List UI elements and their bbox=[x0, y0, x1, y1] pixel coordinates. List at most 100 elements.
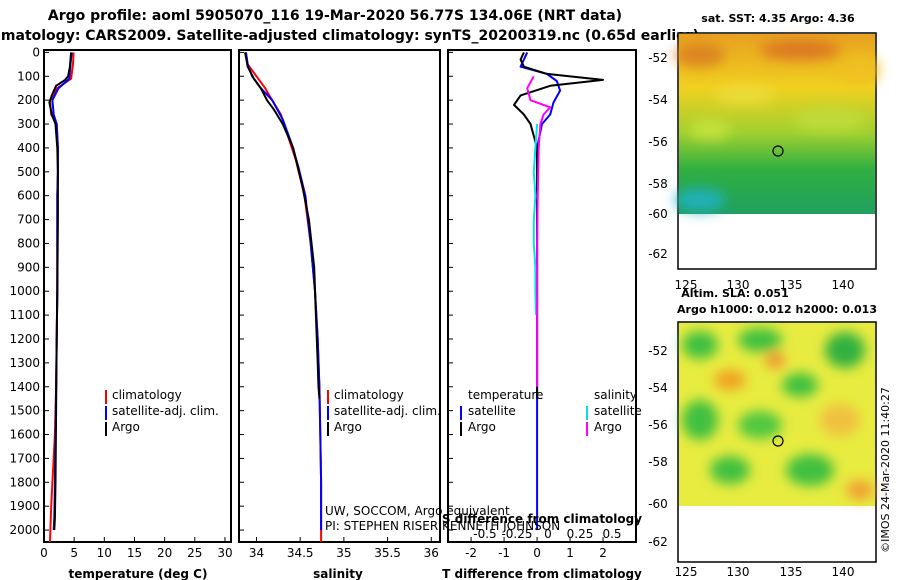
depth-tick-label: 1000 bbox=[9, 284, 40, 298]
difference-xtick-label: 0 bbox=[533, 546, 541, 560]
temperature-xtick-label: 0 bbox=[40, 546, 48, 560]
salinity-panel bbox=[238, 49, 441, 543]
legend-sal-argo-label: Argo bbox=[594, 420, 622, 434]
depth-tick-label: 300 bbox=[17, 117, 40, 131]
temperature-xtick-label: 15 bbox=[127, 546, 142, 560]
lon-tick: 130 bbox=[727, 565, 750, 579]
lat-tick: -60 bbox=[648, 497, 668, 511]
temperature-xtick-label: 10 bbox=[97, 546, 112, 560]
salinity-xtick-label: 34.5 bbox=[287, 546, 314, 560]
difference-line-temperature-argo bbox=[513, 51, 604, 399]
depth-tick-label: 400 bbox=[17, 141, 40, 155]
depth-tick-label: 1100 bbox=[9, 308, 40, 322]
legend-climatology-label: climatology bbox=[334, 388, 404, 402]
temperature-xtick-label: 25 bbox=[187, 546, 202, 560]
sst-map-lat-ticks: -52 -54 -56 -58 -60 -62 bbox=[648, 51, 668, 261]
difference-axis-label: T difference from climatology bbox=[442, 567, 642, 580]
lat-tick: -54 bbox=[648, 381, 668, 395]
credit-line1: UW, SOCCOM, Argo equivalent bbox=[325, 504, 510, 518]
salinity-axis-label: salinity bbox=[313, 567, 363, 580]
sla-map-lon-ticks: 125 130 135 140 bbox=[675, 565, 855, 579]
lon-tick: 125 bbox=[675, 278, 698, 292]
salinity-xtick-label: 35.5 bbox=[374, 546, 401, 560]
imos-watermark: ©IMOS 24-Mar-2020 11:40:27 bbox=[879, 387, 892, 553]
temperature-xtick-label: 5 bbox=[70, 546, 78, 560]
depth-tick-label: 2000 bbox=[9, 523, 40, 537]
depth-tick-label: 800 bbox=[17, 236, 40, 250]
lon-tick: 135 bbox=[780, 565, 803, 579]
salinity-xtick-label: 35 bbox=[336, 546, 351, 560]
legend-satellite-label: satellite-adj. clim. bbox=[334, 404, 441, 418]
lat-tick: -62 bbox=[648, 535, 668, 549]
sla-texture bbox=[682, 328, 874, 500]
s-tick: 0.5 bbox=[602, 527, 621, 541]
legend-argo-label: Argo bbox=[112, 420, 140, 434]
header-title-line2: Climatology: CARS2009. Satellite-adjuste… bbox=[0, 28, 699, 44]
depth-tick-label: 1400 bbox=[9, 380, 40, 394]
lat-tick: -52 bbox=[648, 344, 668, 358]
salinity-xtick-label: 36 bbox=[424, 546, 439, 560]
lat-tick: -60 bbox=[648, 207, 668, 221]
temperature-line-climatology bbox=[49, 52, 75, 543]
difference-line-salinity-satellite bbox=[532, 123, 539, 316]
sst-map-title: sat. SST: 4.35 Argo: 4.36 bbox=[701, 12, 855, 25]
legend-climatology-label: climatology bbox=[112, 388, 182, 402]
depth-tick-label: 1600 bbox=[9, 428, 40, 442]
salinity-legend: climatology satellite-adj. clim. Argo bbox=[327, 388, 441, 436]
credit-line2: PI: STEPHEN RISER,KENNETH JOHNSON bbox=[325, 519, 560, 533]
lat-tick: -58 bbox=[648, 455, 668, 469]
lat-tick: -56 bbox=[648, 418, 668, 432]
sla-map-lat-ticks: -52 -54 -56 -58 -60 -62 bbox=[648, 344, 668, 549]
s-tick: -0.5 bbox=[473, 527, 496, 541]
legend-temp-satellite-label: satellite bbox=[468, 404, 516, 418]
lat-tick: -56 bbox=[648, 135, 668, 149]
depth-tick-label: 1900 bbox=[9, 499, 40, 513]
legend-sal-satellite-label: satellite bbox=[594, 404, 642, 418]
depth-tick-label: 700 bbox=[17, 213, 40, 227]
sla-argo-location-marker bbox=[772, 435, 784, 447]
legend-temperature-heading: temperature bbox=[468, 388, 543, 402]
legend-argo-label: Argo bbox=[334, 420, 362, 434]
difference-xtick-label: 2 bbox=[599, 546, 607, 560]
sla-map bbox=[677, 321, 877, 563]
depth-tick-label: 0 bbox=[32, 45, 40, 59]
legend-satellite-label: satellite-adj. clim. bbox=[112, 404, 219, 418]
lat-tick: -62 bbox=[648, 247, 668, 261]
temperature-xtick-label: 30 bbox=[217, 546, 232, 560]
salinity-xtick-label: 34 bbox=[249, 546, 264, 560]
lon-tick: 140 bbox=[832, 565, 855, 579]
depth-tick-label: 100 bbox=[17, 69, 40, 83]
header-title-line1: Argo profile: aoml 5905070_116 19-Mar-20… bbox=[48, 8, 622, 24]
s-difference-label: S difference from climatology bbox=[442, 512, 642, 526]
depth-tick-label: 1300 bbox=[9, 356, 40, 370]
sst-map-lon-ticks: 125 130 135 140 bbox=[675, 278, 855, 292]
temperature-xtick-label: 20 bbox=[157, 546, 172, 560]
difference-line-salinity-argo bbox=[526, 75, 552, 387]
sst-argo-location-marker bbox=[772, 145, 784, 157]
s-tick: 0 bbox=[544, 527, 552, 541]
legend-salinity-heading: salinity bbox=[594, 388, 637, 402]
difference-panel bbox=[447, 49, 637, 543]
lon-tick: 125 bbox=[675, 565, 698, 579]
difference-legend: temperature satellite Argo salinity sate… bbox=[460, 388, 642, 436]
lat-tick: -58 bbox=[648, 177, 668, 191]
difference-xtick-label: -2 bbox=[465, 546, 477, 560]
legend-temp-argo-label: Argo bbox=[468, 420, 496, 434]
depth-tick-label: 1500 bbox=[9, 404, 40, 418]
profile-lines bbox=[48, 51, 604, 543]
depth-tick-label: 1200 bbox=[9, 332, 40, 346]
lat-tick: -54 bbox=[648, 93, 668, 107]
depth-tick-label: 1700 bbox=[9, 451, 40, 465]
lat-tick: -52 bbox=[648, 51, 668, 65]
depth-tick-label: 600 bbox=[17, 189, 40, 203]
depth-tick-label: 1800 bbox=[9, 475, 40, 489]
salinity-line-argo bbox=[244, 52, 321, 399]
temperature-line-argo bbox=[48, 52, 73, 531]
sla-map-title1: Altim. SLA: 0.051 bbox=[681, 287, 788, 300]
temperature-panel bbox=[43, 49, 232, 543]
lon-tick: 135 bbox=[780, 278, 803, 292]
sla-map-title2: Argo h1000: 0.012 h2000: 0.013 bbox=[677, 303, 877, 316]
difference-xtick-label: 1 bbox=[566, 546, 574, 560]
temperature-axis-label: temperature (deg C) bbox=[69, 567, 208, 580]
